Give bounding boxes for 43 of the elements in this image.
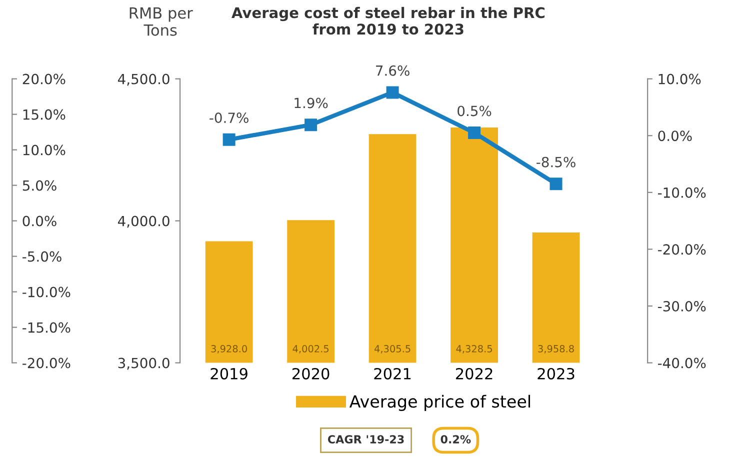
text: 0.2% [440, 435, 471, 444]
y3-tick-label: -20.0% [22, 358, 70, 368]
x-tick-label: 2021 [374, 368, 411, 380]
y3-tick-label: -10.0% [22, 286, 70, 298]
y3-tick-label: 0.0% [22, 216, 56, 226]
y2-tick-label: -20.0% [658, 244, 706, 255]
point [468, 126, 481, 140]
data-label: -0.7% [210, 112, 248, 124]
data-label: 4,305.5 [374, 345, 410, 354]
data-label: 7.6% [376, 65, 410, 76]
data-label: 4,328.5 [456, 345, 492, 354]
y-tick-label: 4,000.0 [118, 216, 170, 228]
point [304, 118, 318, 132]
y3-tick-label: 5.0% [22, 180, 56, 191]
x-tick-label: 2020 [292, 368, 330, 380]
y3-tick-label: -5.0% [22, 251, 62, 262]
y-axis-title: RMB per Tons [130, 7, 193, 36]
data-label: 3,958.8 [538, 345, 574, 354]
chart-title: Average cost of steel rebar in the PRC from 2019 to 2023 [232, 6, 544, 35]
data-label: 4,002.5 [292, 345, 329, 354]
point [386, 86, 399, 99]
x-tick-label: 2019 [210, 368, 248, 380]
data-label: 3,928.0 [211, 345, 247, 354]
legend-label: Average price of steel [349, 394, 530, 411]
point [550, 178, 562, 190]
y2-tick-label: -30.0% [658, 300, 706, 312]
y2-tick-label: -40.0% [658, 358, 706, 368]
point [222, 133, 236, 146]
y2-tick-label: 10.0% [658, 74, 701, 84]
y3-tick-label: -15.0% [22, 322, 70, 333]
y-tick-label: 4,500.0 [118, 74, 170, 86]
y3-tick-label: 10.0% [23, 144, 66, 156]
y3-tick-label: 15.0% [23, 109, 66, 120]
y2-tick-label: -10.0% [658, 187, 706, 198]
data-label: 0.5% [458, 106, 492, 116]
text: CAGR '19-23 [328, 435, 404, 444]
x-tick-label: 2022 [456, 368, 492, 380]
y-tick-label: 3,500.0 [118, 358, 170, 370]
y3-tick-label: 20.0% [22, 74, 66, 84]
data-label: 1.9% [294, 98, 328, 108]
y2-tick-label: 0.0% [658, 130, 692, 142]
x-tick-label: 2023 [538, 368, 574, 380]
data-label: -8.5% [536, 156, 576, 168]
